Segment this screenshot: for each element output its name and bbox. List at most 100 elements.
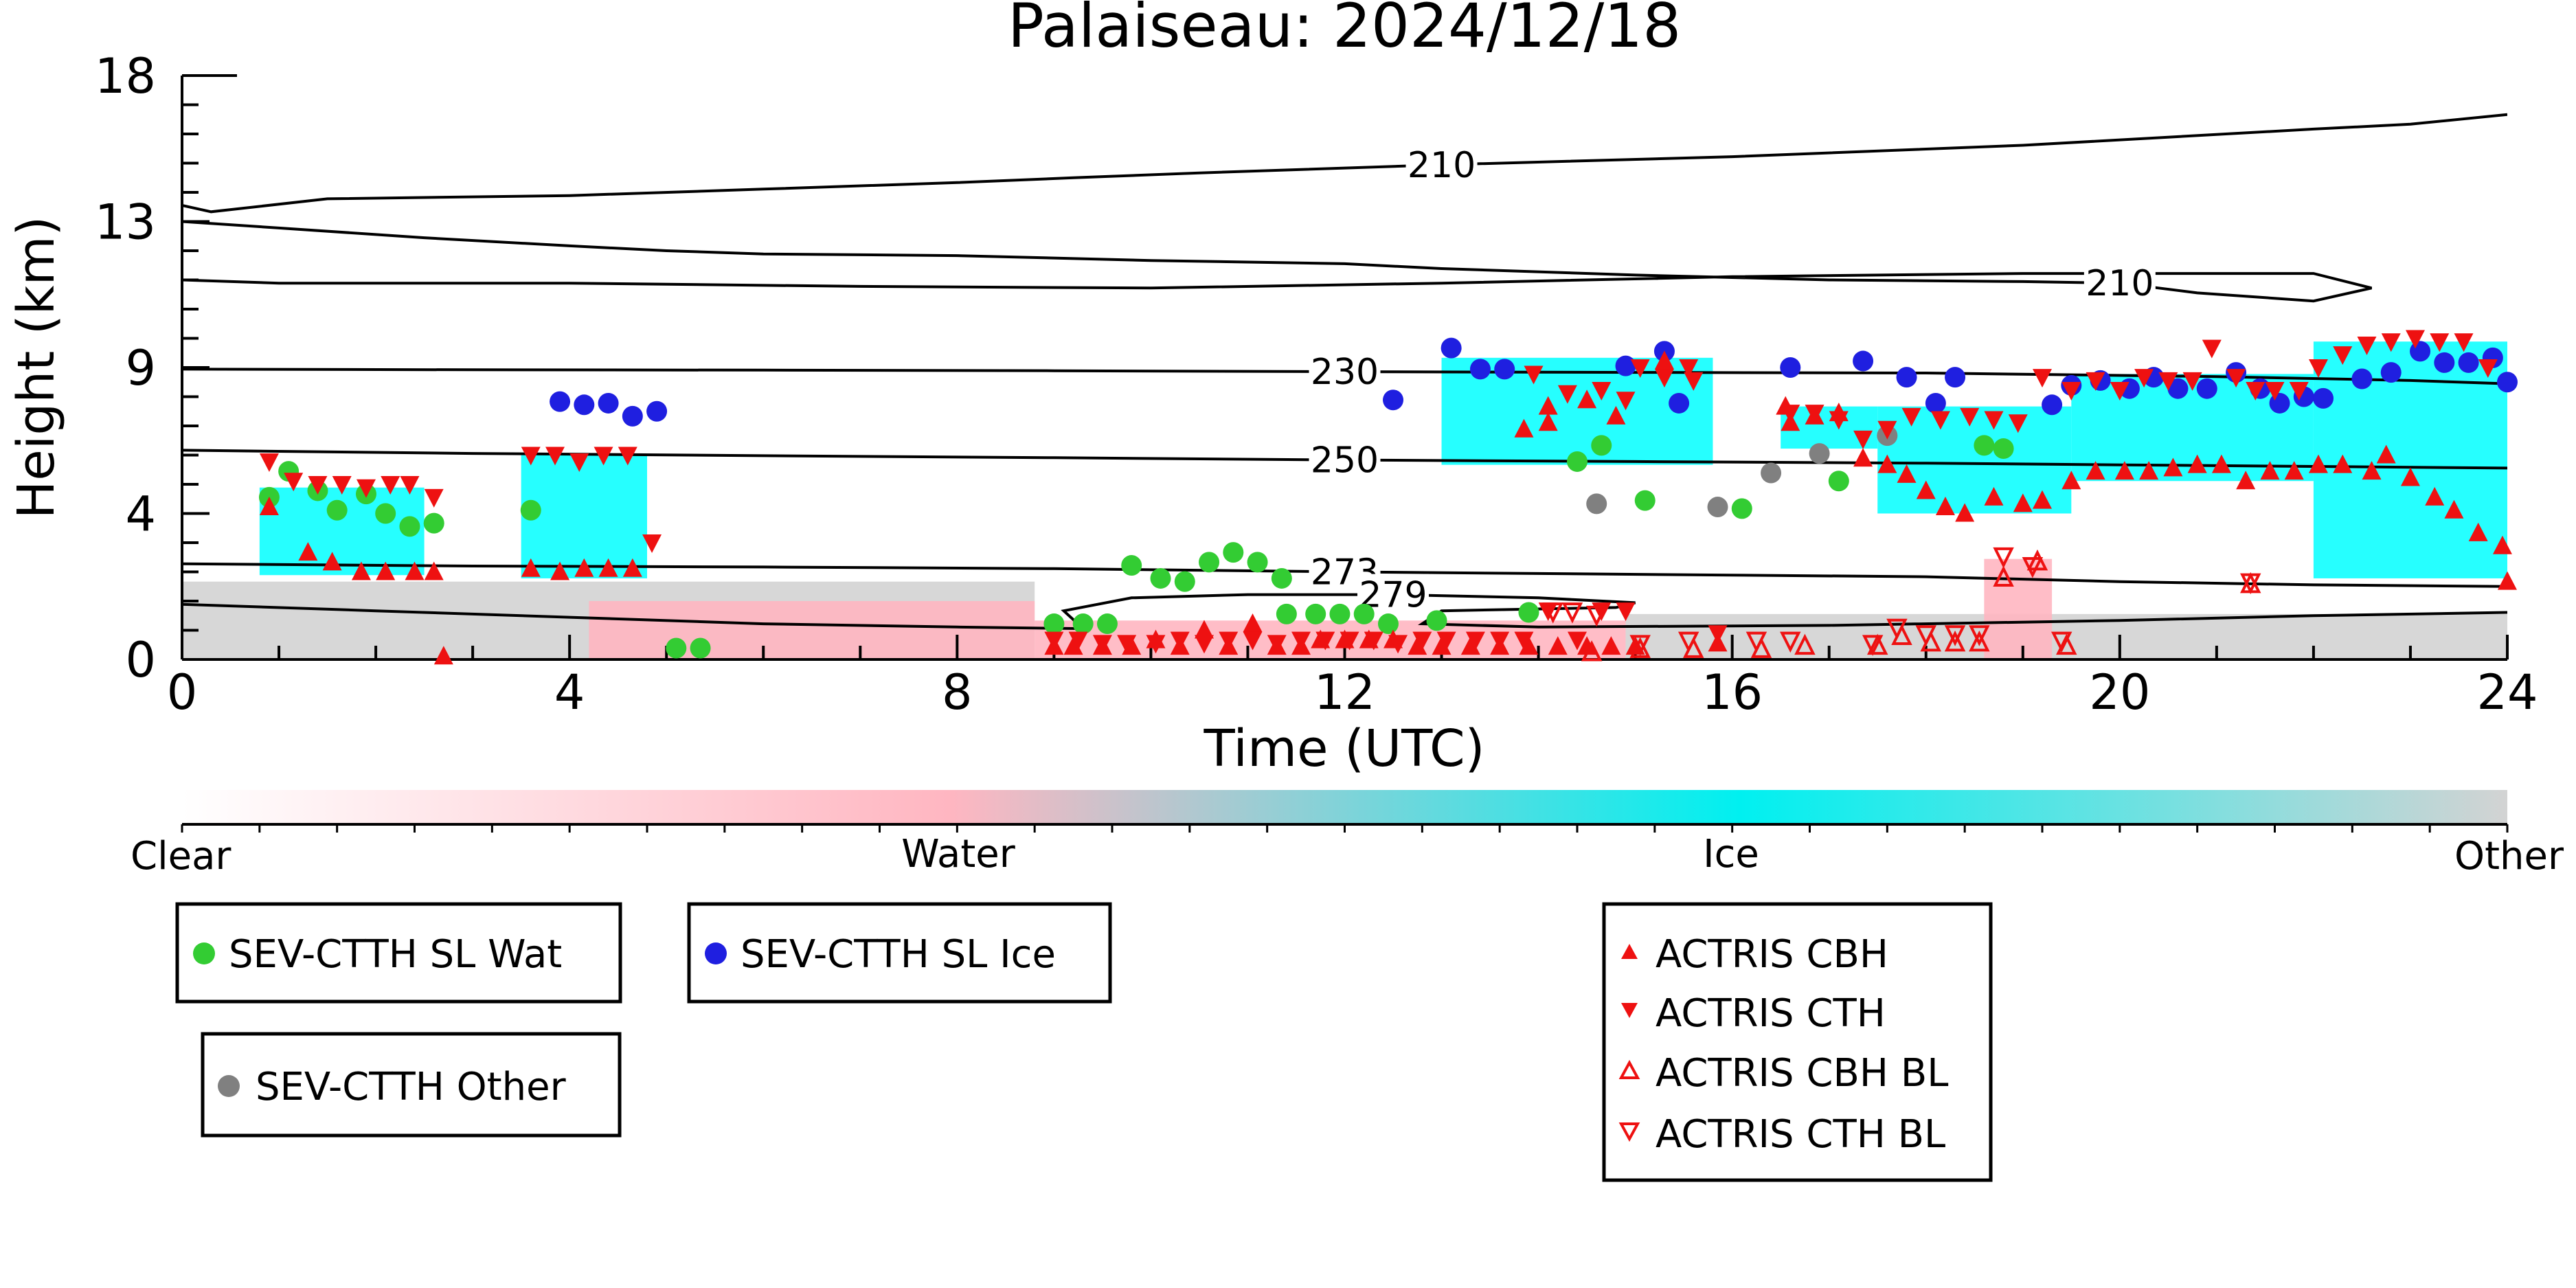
marker-sev-ctth-sl-ice [1615, 355, 1636, 376]
marker-sev-ctth-sl-wat [1518, 602, 1539, 623]
marker-sev-ctth-sl-wat [1174, 571, 1195, 592]
marker-actris-cth [1514, 631, 1534, 651]
marker-actris-cth [356, 479, 376, 498]
marker-actris-cbh [2236, 471, 2256, 490]
contour-label-bg [1405, 144, 1478, 183]
marker-actris-cbh [550, 561, 570, 580]
contour-label-250: 250 [1311, 440, 1379, 482]
temperature-contours [182, 113, 2507, 631]
marker-actris-cth [1930, 411, 1950, 430]
marker-actris-cbh [2013, 493, 2033, 512]
marker-actris-cth-bl [1969, 625, 1990, 646]
marker-sev-ctth-sl-ice [1469, 359, 1491, 380]
cloud-region-ice [1877, 406, 2072, 514]
marker-actris-cth [381, 476, 400, 495]
legends: SEV-CTTH SL Wat SEV-CTTH SL Ice SEV-CTTH… [175, 902, 1993, 1182]
legend-box-wat: SEV-CTTH SL Wat [175, 902, 622, 1004]
marker-actris-cbh [1916, 480, 1936, 499]
y-tick-label: 13 [95, 194, 156, 251]
marker-actris-cth [642, 534, 662, 553]
marker-actris-cth [1679, 359, 1699, 378]
marker-actris-cbh [1897, 464, 1917, 483]
marker-actris-cbh [2498, 571, 2517, 590]
marker-actris-cbh [2061, 471, 2081, 490]
x-tick-label: 20 [2089, 664, 2150, 721]
marker-sev-ctth-other [1707, 497, 1728, 518]
marker-actris-cbh-bl [1993, 565, 2014, 587]
marker-actris-cth [1436, 631, 1456, 651]
marker-actris-cth-bl [1677, 631, 1699, 653]
contour-label-210: 210 [2086, 263, 2154, 304]
marker-actris-cth [2110, 382, 2129, 401]
marker-sev-ctth-sl-ice [1383, 389, 1404, 411]
marker-sev-ctth-sl-wat [1567, 451, 1588, 472]
marker-actris-cth [2158, 372, 2178, 391]
marker-actris-cbh [2163, 457, 2183, 477]
marker-actris-cbh [2425, 486, 2445, 506]
marker-sev-ctth-sl-wat [1993, 438, 2014, 460]
marker-actris-cbh [1577, 389, 1597, 409]
marker-actris-cth [1960, 407, 1980, 427]
marker-sev-ctth-sl-wat [1377, 613, 1399, 635]
marker-actris-cbh-bl [1794, 633, 1816, 655]
legend-label-cth: ACTRIS CTH [1656, 991, 1886, 1036]
marker-actris-cbh [322, 552, 342, 571]
marker-actris-cbh [2333, 454, 2353, 473]
marker-actris-cth [2226, 369, 2246, 388]
marker-sev-ctth-sl-wat [520, 499, 541, 521]
marker-sev-ctth-sl-wat [1072, 613, 1094, 635]
marker-sev-ctth-sl-ice [2410, 341, 2431, 362]
marker-actris-cbh [2362, 461, 2382, 480]
marker-actris-cbh-bl [1944, 630, 1966, 652]
marker-actris-cbh [2376, 444, 2396, 464]
marker-sev-ctth-sl-ice [2167, 378, 2189, 399]
marker-sev-ctth-sl-wat [1305, 603, 1326, 624]
marker-actris-cth [2134, 369, 2154, 388]
marker-actris-cth [594, 447, 613, 466]
marker-sev-ctth-sl-wat [1247, 552, 1268, 573]
marker-actris-cbh [1853, 448, 1873, 467]
legend-marker-ice [705, 942, 727, 964]
marker-actris-cth [2061, 382, 2081, 401]
marker-actris-cbh [351, 561, 371, 580]
marker-sev-ctth-sl-wat [1043, 613, 1065, 635]
legend-box-other: SEV-CTTH Other [201, 1032, 622, 1138]
marker-actris-cth [308, 476, 328, 495]
marker-actris-cth [2182, 372, 2202, 391]
cloud-region-water [1984, 558, 2053, 659]
marker-sev-ctth-sl-wat [1591, 435, 1612, 456]
x-tick-label: 4 [554, 664, 585, 721]
marker-sev-ctth-sl-ice [2351, 368, 2373, 389]
colorbar-ticks [181, 824, 2509, 833]
marker-sev-ctth-sl-ice [598, 392, 619, 414]
x-tick-label: 8 [942, 664, 973, 721]
marker-actris-cth [1568, 631, 1587, 651]
marker-actris-cbh [1654, 350, 1674, 370]
colorbar-label-clear: Clear [131, 834, 231, 879]
marker-actris-cth [1877, 420, 1897, 440]
marker-actris-cbh [1955, 503, 1975, 522]
colorbar-label-ice: Ice [1703, 832, 1759, 877]
marker-actris-cth [2430, 333, 2450, 352]
marker-actris-cth-bl [2240, 573, 2261, 595]
marker-sev-ctth-other [1586, 493, 1607, 515]
marker-actris-cth-bl [1944, 625, 1966, 646]
marker-actris-cth-bl [1745, 631, 1767, 653]
marker-sev-ctth-sl-ice [2196, 378, 2217, 399]
y-tick-label: 18 [95, 48, 156, 104]
marker-actris-cbh [574, 558, 594, 577]
marker-actris-cth [1524, 365, 1544, 385]
marker-actris-cbh [1538, 396, 1558, 415]
marker-actris-cth [1117, 635, 1137, 654]
marker-actris-cth [1616, 602, 1636, 622]
marker-actris-cbh [2114, 461, 2134, 480]
marker-sev-ctth-sl-ice [1925, 392, 1946, 414]
marker-sev-ctth-sl-ice [1853, 350, 1874, 372]
marker-actris-cth-bl [1886, 618, 1908, 640]
marker-sev-ctth-sl-ice [2313, 387, 2334, 409]
marker-actris-cth [424, 488, 444, 508]
marker-actris-cbh [1514, 418, 1534, 438]
data-markers [258, 330, 2518, 665]
marker-actris-cbh-bl [1866, 633, 1888, 655]
